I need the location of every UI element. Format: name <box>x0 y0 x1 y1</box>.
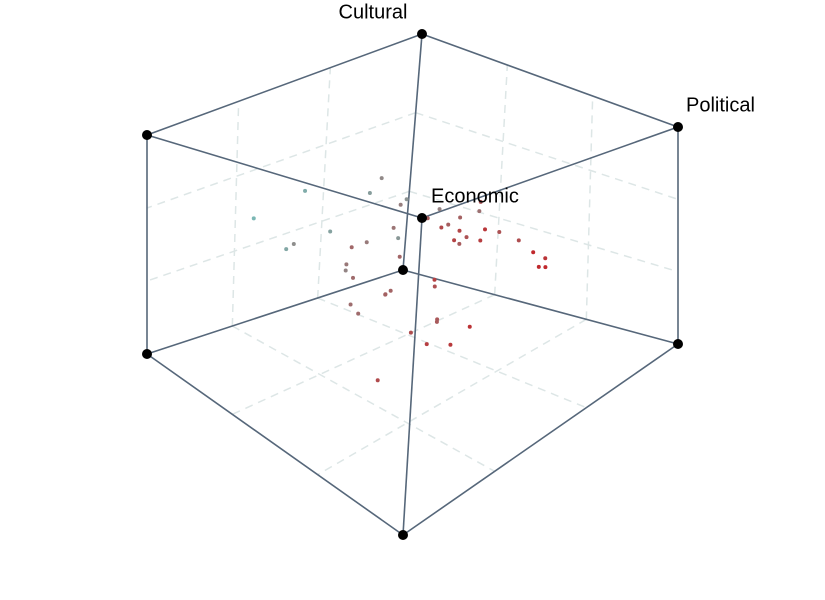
axis-label: Political <box>686 94 755 116</box>
data-point <box>379 176 384 181</box>
grid-line <box>316 67 332 299</box>
data-point <box>391 225 396 230</box>
data-point <box>291 241 296 246</box>
cube-edge <box>146 33 423 136</box>
data-point <box>348 302 353 307</box>
data-point <box>356 311 361 316</box>
data-point <box>478 238 483 243</box>
data-point <box>432 277 437 282</box>
data-point <box>351 275 356 280</box>
cube-edge <box>146 134 423 219</box>
data-point <box>467 324 472 329</box>
data-point <box>408 330 413 335</box>
data-point <box>536 264 541 269</box>
data-point <box>437 207 442 212</box>
data-point <box>464 235 469 240</box>
cube-corner <box>673 122 683 132</box>
cube-edge <box>402 33 423 271</box>
axis-label: Cultural <box>339 1 408 23</box>
data-point <box>388 288 393 293</box>
data-point <box>328 229 333 234</box>
grid-line <box>146 111 416 209</box>
data-point <box>397 254 402 259</box>
data-point <box>404 197 409 202</box>
grid-line <box>585 95 594 320</box>
grid-line <box>231 101 240 327</box>
data-point <box>367 191 372 196</box>
data-point <box>251 216 256 221</box>
data-point <box>446 222 451 227</box>
grid-line <box>317 318 587 476</box>
grid-line <box>317 297 587 409</box>
data-point <box>452 238 457 243</box>
data-point <box>439 225 444 230</box>
data-point <box>303 188 308 193</box>
data-point <box>458 215 463 220</box>
data-point <box>344 262 349 267</box>
data-point <box>457 228 462 233</box>
cube-corner <box>142 130 152 140</box>
data-point <box>543 256 548 261</box>
cube-edge <box>402 217 423 536</box>
data-point <box>343 268 348 273</box>
cube-corner <box>673 339 683 349</box>
cube-corner <box>417 213 427 223</box>
data-point <box>284 247 289 252</box>
grid-line <box>415 111 679 201</box>
data-point <box>531 250 536 255</box>
grid-line <box>493 64 509 295</box>
grid-line <box>146 190 410 282</box>
data-point <box>543 265 548 270</box>
data-point <box>448 342 453 347</box>
cube-edge <box>402 269 679 345</box>
data-point <box>383 292 388 297</box>
axis-label: Economic <box>431 185 519 207</box>
cube-edge <box>421 126 679 219</box>
cube-edge <box>146 353 404 536</box>
data-point <box>349 245 354 250</box>
data-point <box>477 209 482 214</box>
cube-corner <box>417 29 427 39</box>
data-point <box>375 378 380 383</box>
cube-edge <box>421 33 679 128</box>
grid-line <box>232 293 495 416</box>
data-point <box>398 202 403 207</box>
data-point <box>432 284 437 289</box>
data-point <box>478 199 483 204</box>
cube-corner <box>398 530 408 540</box>
cube-edge <box>146 269 404 355</box>
cube-corner <box>398 265 408 275</box>
data-point <box>483 227 488 232</box>
data-point <box>434 319 439 324</box>
cube-corner <box>142 349 152 359</box>
data-point <box>424 342 429 347</box>
grid-line <box>231 325 496 472</box>
data-point <box>516 238 521 243</box>
data-point <box>497 230 502 235</box>
grid-line <box>409 190 679 273</box>
data-point <box>396 236 401 241</box>
data-point <box>457 241 462 246</box>
data-point <box>364 240 369 245</box>
cube-edge <box>402 343 679 536</box>
